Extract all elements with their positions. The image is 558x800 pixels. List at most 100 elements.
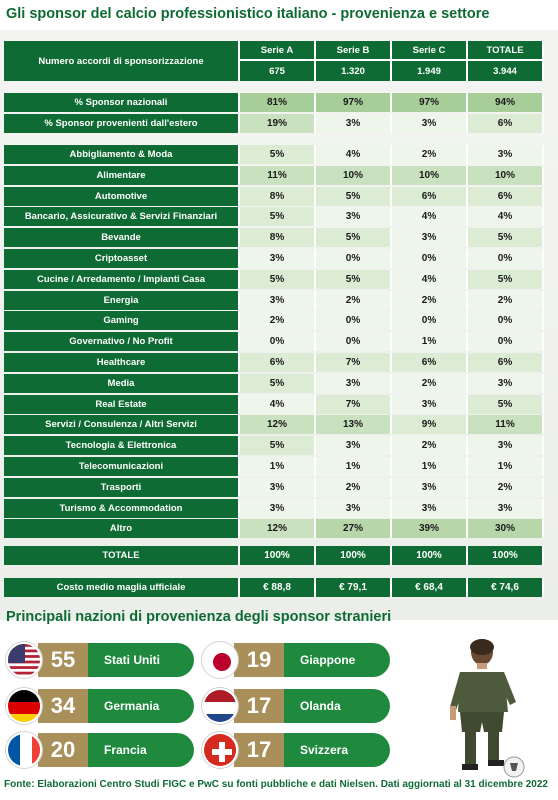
cell-sector-10-totale: 6% <box>468 353 544 372</box>
cell-sector-0-serie-c: 2% <box>392 145 468 164</box>
page-title: Gli sponsor del calcio professionistico … <box>6 6 490 22</box>
cell-sector-3-serie-a: 5% <box>240 207 316 227</box>
cell-sector-16-serie-a: 3% <box>240 477 316 497</box>
cell-sector-15-serie-a: 1% <box>240 457 316 476</box>
header-col-serie-b: Serie B <box>316 41 392 59</box>
table-row: Altro 12% 27% 39% 30% <box>4 519 558 539</box>
cell-origin-1-serie-a: 19% <box>240 114 316 133</box>
row-label-sector-17: Turismo & Accommodation <box>4 498 240 518</box>
cell-sector-2-serie-a: 8% <box>240 186 316 206</box>
cell-sector-4-serie-a: 8% <box>240 228 316 248</box>
cell-sector-1-totale: 10% <box>468 165 544 185</box>
cell-sector-17-serie-a: 3% <box>240 498 316 518</box>
count-serie-c: 1.949 <box>392 61 468 81</box>
country-name: Svizzera <box>284 733 390 767</box>
cell-sector-16-serie-c: 3% <box>392 477 468 497</box>
cell-sector-15-totale: 1% <box>468 457 544 476</box>
row-label-origin-1: % Sponsor provenienti dall'estero <box>4 114 240 133</box>
row-label-sector-9: Governativo / No Profit <box>4 332 240 352</box>
row-label-sector-0: Abbigliamento & Moda <box>4 145 240 164</box>
country-count: 17 <box>234 689 284 723</box>
germany-flag-icon <box>6 688 42 724</box>
table-row: Gaming 2% 0% 0% 0% <box>4 311 558 331</box>
row-label-sector-14: Tecnologia & Elettronica <box>4 436 240 456</box>
table-row: Cucine / Arredamento / Impianti Casa 5% 5%… <box>4 269 558 289</box>
cell-sector-10-serie-a: 6% <box>240 353 316 372</box>
cell-origin-1-serie-c: 3% <box>392 114 468 133</box>
row-label-sector-18: Altro <box>4 519 240 539</box>
japan-flag-icon <box>202 642 238 678</box>
cell-costo-totale: € 74,6 <box>468 578 544 597</box>
cell-origin-0-serie-a: 81% <box>240 93 316 112</box>
count-totale: 3.944 <box>468 61 544 81</box>
cell-sector-7-totale: 2% <box>468 290 544 310</box>
cell-sector-10-serie-b: 7% <box>316 353 392 372</box>
cell-sector-0-serie-b: 4% <box>316 145 392 164</box>
table-row: Healthcare 6% 7% 6% 6% <box>4 353 558 372</box>
country-item: 20 Francia <box>6 732 194 768</box>
player-illustration <box>450 639 525 778</box>
cell-sector-11-serie-c: 2% <box>392 373 468 393</box>
sponsor-table: Numero accordi di sponsorizzazione Serie… <box>4 0 558 600</box>
cell-sector-14-serie-b: 3% <box>316 436 392 456</box>
cell-sector-2-totale: 6% <box>468 186 544 206</box>
cell-sector-6-serie-b: 5% <box>316 269 392 289</box>
country-item: 19 Giappone <box>202 642 390 678</box>
country-count: 19 <box>234 643 284 677</box>
cell-sector-3-serie-c: 4% <box>392 207 468 227</box>
cell-sector-10-serie-c: 6% <box>392 353 468 372</box>
table-row: Tecnologia & Elettronica 5% 3% 2% 3% <box>4 436 558 456</box>
cell-sector-0-serie-a: 5% <box>240 145 316 164</box>
cell-sector-5-serie-c: 0% <box>392 249 468 268</box>
cell-sector-3-totale: 4% <box>468 207 544 227</box>
cell-sector-4-serie-c: 3% <box>392 228 468 248</box>
table-row: Turismo & Accommodation 3% 3% 3% 3% <box>4 498 558 518</box>
cell-sector-6-totale: 5% <box>468 269 544 289</box>
row-label-origin-0: % Sponsor nazionali <box>4 93 240 112</box>
cell-sector-14-serie-a: 5% <box>240 436 316 456</box>
table-row: Trasporti 3% 2% 3% 2% <box>4 477 558 497</box>
cell-sector-14-totale: 3% <box>468 436 544 456</box>
cell-sector-18-totale: 30% <box>468 519 544 539</box>
country-item: 34 Germania <box>6 688 194 724</box>
header-col-serie-a: Serie A <box>240 41 316 59</box>
cell-costo-serie-c: € 68,4 <box>392 578 468 597</box>
row-label-totale: TOTALE <box>4 546 240 565</box>
cell-sector-13-serie-a: 12% <box>240 415 316 435</box>
cell-sector-8-serie-b: 0% <box>316 311 392 331</box>
cell-sector-4-serie-b: 5% <box>316 228 392 248</box>
cell-sector-2-serie-c: 6% <box>392 186 468 206</box>
cell-sector-7-serie-a: 3% <box>240 290 316 310</box>
country-count: 55 <box>38 643 88 677</box>
table-row: Alimentare 11% 10% 10% 10% <box>4 165 558 185</box>
cell-sector-9-serie-b: 0% <box>316 332 392 352</box>
row-label-sector-12: Real Estate <box>4 394 240 414</box>
cell-sector-4-totale: 5% <box>468 228 544 248</box>
table-row: Automotive 8% 5% 6% 6% <box>4 186 558 206</box>
country-name: Germania <box>88 689 194 723</box>
cell-sector-17-totale: 3% <box>468 498 544 518</box>
countries-title: Principali nazioni di provenienza degli … <box>6 609 392 625</box>
row-label-sector-1: Alimentare <box>4 165 240 185</box>
table-row: Media 5% 3% 2% 3% <box>4 373 558 393</box>
cell-sector-9-serie-a: 0% <box>240 332 316 352</box>
cell-sector-1-serie-c: 10% <box>392 165 468 185</box>
country-item: 17 Olanda <box>202 688 390 724</box>
table-header: Numero accordi di sponsorizzazione Serie… <box>4 41 558 81</box>
cell-sector-14-serie-c: 2% <box>392 436 468 456</box>
cell-sector-15-serie-c: 1% <box>392 457 468 476</box>
cell-sector-7-serie-c: 2% <box>392 290 468 310</box>
cell-sector-8-serie-a: 2% <box>240 311 316 331</box>
row-label-sector-2: Automotive <box>4 186 240 206</box>
cell-totale-serie-a: 100% <box>240 546 316 565</box>
cell-sector-9-serie-c: 1% <box>392 332 468 352</box>
cell-sector-0-totale: 3% <box>468 145 544 164</box>
count-serie-a: 675 <box>240 61 316 81</box>
cell-sector-6-serie-c: 4% <box>392 269 468 289</box>
cell-sector-16-serie-b: 2% <box>316 477 392 497</box>
row-label-sector-5: Criptoasset <box>4 249 240 268</box>
usa-flag-icon <box>6 642 42 678</box>
country-name: Olanda <box>284 689 390 723</box>
cell-sector-12-serie-a: 4% <box>240 394 316 414</box>
cell-sector-11-totale: 3% <box>468 373 544 393</box>
